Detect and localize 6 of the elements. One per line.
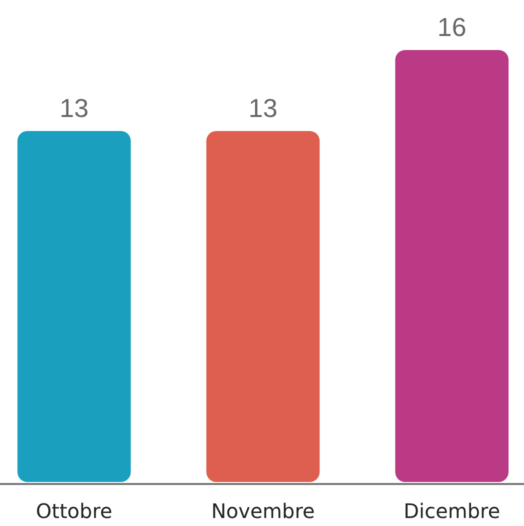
data-label: 13 — [248, 93, 278, 123]
data-label: 16 — [437, 12, 466, 42]
data-label: 13 — [60, 93, 89, 123]
x-tick-label: Ottobre — [36, 499, 112, 523]
x-tick-label: Dicembre — [404, 499, 500, 523]
x-tick-label: Novembre — [211, 499, 315, 523]
